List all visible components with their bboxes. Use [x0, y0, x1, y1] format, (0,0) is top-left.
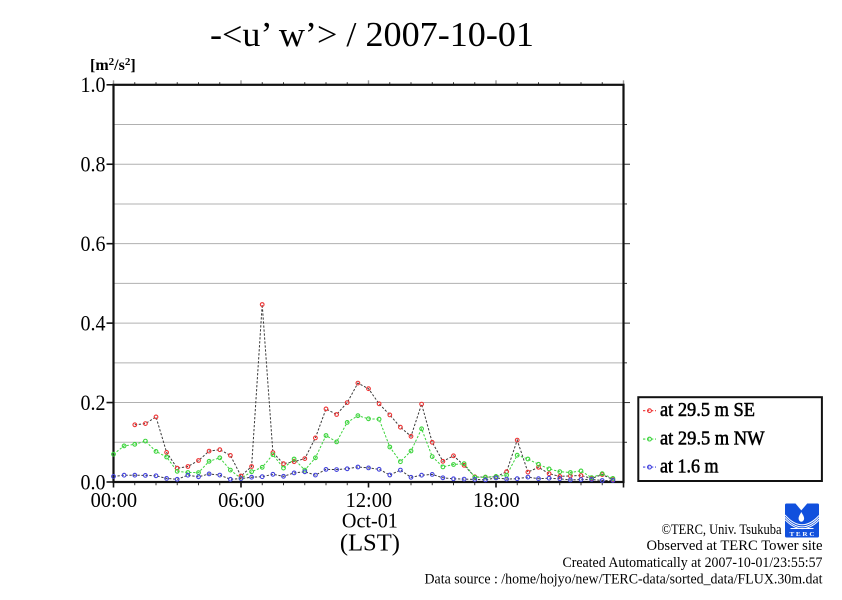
svg-text:0.8: 0.8 — [81, 152, 106, 177]
svg-text:0.4: 0.4 — [81, 310, 106, 335]
svg-text:1.0: 1.0 — [81, 72, 106, 97]
svg-text:06:00: 06:00 — [218, 488, 265, 512]
svg-text:Oct-01: Oct-01 — [342, 509, 398, 533]
svg-text:(LST): (LST) — [340, 531, 400, 557]
svg-text:00:00: 00:00 — [91, 488, 138, 512]
svg-text:©TERC, Univ. Tsukuba: ©TERC, Univ. Tsukuba — [662, 522, 782, 538]
svg-text:12:00: 12:00 — [346, 488, 393, 512]
svg-text:0.2: 0.2 — [81, 390, 106, 415]
svg-text:0.0: 0.0 — [81, 469, 106, 494]
svg-text:-<u’ w’> / 2007-10-01: -<u’ w’> / 2007-10-01 — [210, 16, 534, 54]
svg-text:0.6: 0.6 — [81, 231, 106, 256]
svg-text:at 29.5 m SE: at 29.5 m SE — [660, 400, 755, 421]
svg-text:at 29.5 m NW: at 29.5 m NW — [660, 428, 765, 449]
svg-text:T E R C: T E R C — [790, 531, 815, 538]
svg-text:Observed at TERC Tower site: Observed at TERC Tower site — [647, 538, 823, 554]
svg-text:at 1.6 m: at 1.6 m — [660, 456, 719, 477]
svg-text:18:00: 18:00 — [473, 488, 520, 512]
svg-text:[m2/s2]: [m2/s2] — [90, 56, 136, 74]
svg-text:Data source : /home/hojyo/new/: Data source : /home/hojyo/new/TERC-data/… — [425, 572, 823, 588]
svg-text:Created Automatically at 2007-: Created Automatically at 2007-10-01/23:5… — [563, 555, 823, 571]
